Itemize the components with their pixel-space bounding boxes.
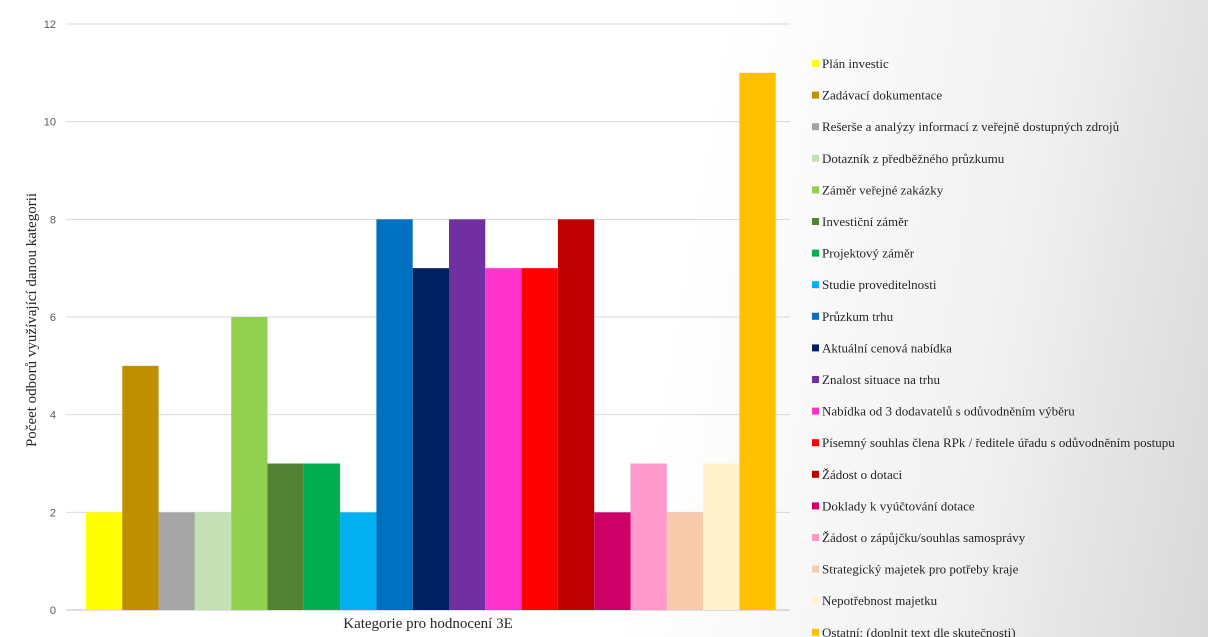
legend-label: Investiční záměr	[822, 214, 909, 229]
legend-swatch	[812, 376, 819, 383]
legend-item: Dotazník z předběžného průzkumu	[812, 151, 1005, 166]
legend-swatch	[812, 312, 819, 320]
legend-item: Žádost o dotaci	[812, 467, 903, 482]
legend-label: Doklady k vyúčtování dotace	[822, 498, 975, 513]
legend-label: Záměr veřejné zakázky	[822, 182, 944, 197]
bar	[449, 219, 486, 611]
legend-swatch	[812, 249, 819, 257]
legend-item: Doklady k vyúčtování dotace	[812, 498, 975, 513]
legend-swatch	[812, 439, 819, 447]
legend-label: Rešerše a analýzy informací z veřejně do…	[822, 119, 1120, 134]
legend-item: Žádost o zápůjčku/souhlas samosprávy	[812, 530, 1026, 545]
legend-item: Projektový záměr	[812, 246, 915, 261]
bar	[485, 268, 522, 610]
legend-swatch	[812, 597, 819, 605]
y-axis-title: Počeet odborů využívající danou kategori…	[24, 193, 40, 447]
legend-item: Strategický majetek pro potřeby kraje	[812, 562, 1019, 577]
legend-swatch	[812, 281, 819, 289]
legend-label: Žádost o zápůjčku/souhlas samosprávy	[822, 530, 1026, 545]
bars	[86, 72, 776, 611]
bar	[231, 317, 268, 610]
bar	[521, 268, 558, 610]
legend-label: Žádost o dotaci	[822, 467, 903, 482]
legend-item: Záměr veřejné zakázky	[812, 182, 944, 197]
legend-label: Nabídka od 3 dodavatelů s odůvodněním vý…	[822, 404, 1075, 419]
legend-label: Studie proveditelnosti	[822, 277, 937, 292]
legend-label: Písemný souhlas člena RPk / ředitele úřa…	[822, 435, 1175, 450]
x-axis-title: Kategorie pro hodnocení 3E	[343, 616, 513, 632]
legend-item: Znalost situace na trhu	[812, 372, 941, 387]
bar	[86, 512, 123, 610]
legend-swatch	[812, 123, 819, 131]
legend-label: Ostatní: (doplnit text dle skutečnosti)	[822, 625, 1016, 637]
bar	[739, 72, 776, 611]
y-tick-label: 6	[50, 312, 56, 324]
legend-item: Zadávací dokumentace	[812, 88, 942, 103]
legend-swatch	[812, 186, 819, 194]
legend-swatch	[812, 407, 819, 415]
legend-swatch	[812, 470, 819, 478]
bar	[194, 512, 232, 610]
bar	[267, 463, 304, 610]
legend-label: Nepotřebnost majetku	[822, 593, 938, 608]
legend-item: Písemný souhlas člena RPk / ředitele úřa…	[812, 435, 1175, 450]
y-tick-label: 8	[50, 214, 56, 226]
bar	[376, 219, 413, 611]
y-tick-label: 4	[50, 410, 56, 422]
bar	[666, 512, 704, 610]
y-tick-label: 2	[50, 507, 56, 519]
legend-item: Investiční záměr	[812, 214, 909, 229]
legend: Plán investic Zadávací dokumentace Rešerše…	[812, 56, 1175, 637]
legend-item: Nepotřebnost majetku	[812, 593, 938, 608]
legend-item: Rešerše a analýzy informací z veřejně do…	[812, 119, 1120, 134]
y-tick-label: 12	[44, 19, 56, 31]
legend-swatch	[812, 218, 819, 225]
legend-label: Aktuální cenová nabídka	[822, 340, 952, 355]
legend-label: Zadávací dokumentace	[822, 88, 942, 103]
legend-swatch	[812, 502, 819, 510]
bar	[557, 219, 595, 611]
bar	[630, 463, 667, 610]
bar	[158, 512, 195, 610]
legend-item: Nabídka od 3 dodavatelů s odůvodněním vý…	[812, 404, 1075, 419]
y-axis-ticks: 0 2 4 6 8 10 12	[44, 19, 56, 617]
bar	[412, 268, 449, 610]
legend-swatch	[812, 534, 819, 541]
legend-item: Aktuální cenová nabídka	[812, 340, 952, 355]
legend-swatch	[812, 344, 819, 352]
legend-label: Dotazník z předběžného průzkumu	[822, 151, 1005, 166]
legend-swatch	[812, 154, 819, 162]
legend-item: Plán investic	[812, 56, 889, 71]
legend-label: Znalost situace na trhu	[822, 372, 941, 387]
bar	[594, 512, 631, 610]
bar	[703, 463, 740, 610]
legend-label: Plán investic	[822, 56, 889, 71]
legend-label: Projektový záměr	[822, 246, 915, 261]
legend-swatch	[812, 565, 819, 573]
bar	[303, 463, 341, 610]
legend-swatch	[812, 628, 819, 636]
legend-swatch	[812, 60, 819, 67]
y-tick-label: 0	[50, 605, 56, 617]
y-tick-label: 10	[44, 117, 56, 129]
legend-label: Strategický majetek pro potřeby kraje	[822, 562, 1019, 577]
bar	[340, 512, 377, 610]
legend-swatch	[812, 91, 819, 99]
legend-label: Průzkum trhu	[822, 309, 894, 324]
legend-item: Studie proveditelnosti	[812, 277, 937, 292]
bar	[122, 365, 159, 610]
legend-item: Průzkum trhu	[812, 309, 894, 324]
legend-item: Ostatní: (doplnit text dle skutečnosti)	[812, 625, 1016, 637]
